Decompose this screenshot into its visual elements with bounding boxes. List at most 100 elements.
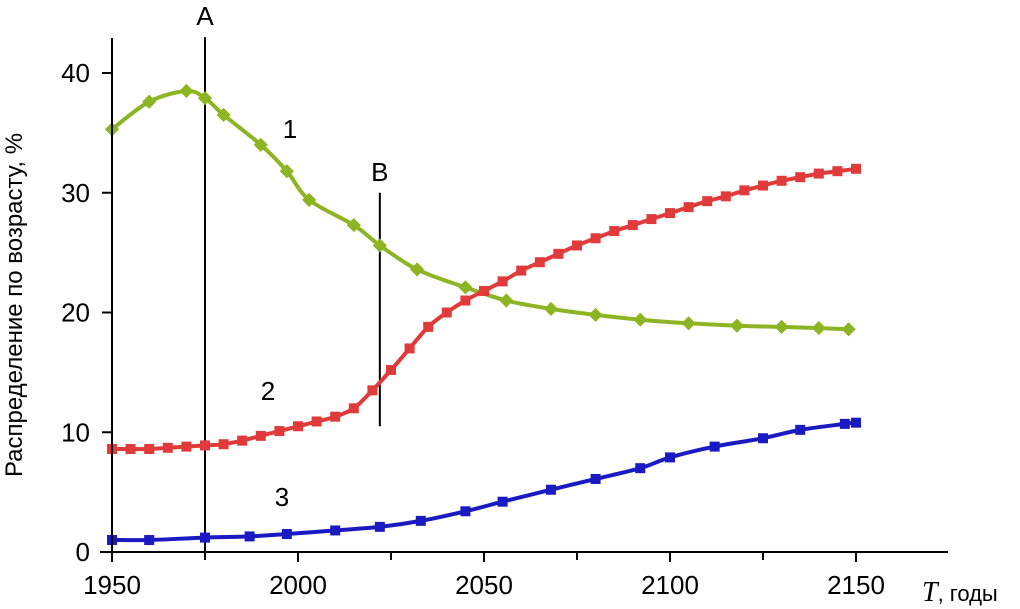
series-1 xyxy=(104,83,856,337)
data-point xyxy=(255,430,266,441)
data-point xyxy=(479,285,489,296)
data-point xyxy=(125,444,136,455)
y-tick-label: 0 xyxy=(76,537,90,567)
data-point xyxy=(458,280,473,295)
data-point xyxy=(665,208,675,219)
data-point xyxy=(423,321,434,332)
data-point xyxy=(386,364,396,375)
data-point xyxy=(545,484,556,495)
data-point xyxy=(543,301,559,316)
data-point xyxy=(709,441,720,452)
series-line xyxy=(110,166,858,452)
data-point xyxy=(729,318,745,333)
data-point xyxy=(646,214,657,225)
data-point xyxy=(683,202,694,213)
data-point xyxy=(534,257,545,268)
data-point xyxy=(346,218,361,233)
data-point xyxy=(681,316,696,331)
data-point xyxy=(330,525,341,536)
data-point xyxy=(409,262,425,277)
data-point xyxy=(795,172,806,183)
data-point xyxy=(372,238,387,253)
reference-label-a: A xyxy=(196,1,214,31)
data-point xyxy=(274,426,285,437)
reference-label-b: B xyxy=(371,157,388,187)
data-point xyxy=(144,535,155,546)
data-point xyxy=(516,265,527,276)
series-2 xyxy=(107,163,861,455)
data-point xyxy=(720,191,731,202)
y-axis-title: Распределение по возрасту, % xyxy=(1,133,28,477)
data-point xyxy=(460,506,471,517)
data-point xyxy=(627,220,638,231)
data-point xyxy=(588,307,603,322)
data-point xyxy=(200,532,210,543)
data-point xyxy=(244,531,255,542)
data-point xyxy=(374,521,385,532)
data-point xyxy=(460,295,471,306)
y-tick-label: 30 xyxy=(61,178,90,208)
y-tick-label: 10 xyxy=(61,417,90,447)
y-tick-label: 40 xyxy=(61,58,90,88)
axes xyxy=(100,38,948,553)
data-point xyxy=(218,439,229,450)
data-point xyxy=(302,192,317,208)
x-tick-label: 1950 xyxy=(83,570,141,600)
plot-series xyxy=(104,83,861,546)
data-point xyxy=(497,496,508,507)
x-tick-label: 2000 xyxy=(269,570,327,600)
data-point xyxy=(811,320,826,336)
data-point xyxy=(839,418,850,429)
data-point xyxy=(633,312,648,327)
data-point xyxy=(739,185,750,196)
data-point xyxy=(832,166,843,177)
data-point xyxy=(609,226,620,237)
data-point xyxy=(774,319,789,334)
series-label-1: 1 xyxy=(283,114,297,144)
x-tick-label: 2100 xyxy=(641,570,699,600)
data-point xyxy=(162,442,173,453)
data-point xyxy=(279,164,294,179)
x-axis-symbol: T xyxy=(922,577,940,608)
data-point xyxy=(590,473,601,484)
data-point xyxy=(590,233,601,244)
annotations: A B 1 2 3 xyxy=(196,1,388,512)
reference-lines xyxy=(204,37,381,552)
data-point xyxy=(281,529,292,540)
data-point xyxy=(415,515,426,526)
data-point xyxy=(330,411,341,422)
data-point xyxy=(441,307,452,318)
data-point xyxy=(758,180,768,191)
y-tick-label: 20 xyxy=(61,298,90,328)
series-label-2: 2 xyxy=(261,376,275,406)
data-point xyxy=(144,444,155,455)
data-point xyxy=(813,168,824,179)
data-point xyxy=(665,452,675,463)
data-point xyxy=(497,276,508,287)
data-point xyxy=(635,463,646,474)
data-point xyxy=(181,441,192,452)
data-point xyxy=(367,385,378,396)
data-point xyxy=(311,416,322,427)
data-point xyxy=(179,83,194,99)
data-point xyxy=(348,403,359,414)
data-point xyxy=(702,196,713,207)
x-axis-title: T, годы xyxy=(922,577,998,608)
data-point xyxy=(758,433,768,444)
data-point xyxy=(776,175,787,186)
data-point xyxy=(851,163,861,174)
x-tick-label: 2050 xyxy=(455,570,513,600)
series-3 xyxy=(107,417,861,546)
data-point xyxy=(200,440,210,451)
data-point xyxy=(795,424,806,435)
data-point xyxy=(293,421,303,432)
series-label-3: 3 xyxy=(275,482,289,512)
data-point xyxy=(572,240,582,251)
data-point xyxy=(841,322,856,337)
data-point xyxy=(404,343,415,354)
data-point xyxy=(553,248,564,259)
x-tick-label: 2150 xyxy=(827,570,885,600)
tick-layer: 0 10 20 30 40 1950 2000 2050 2100 2150 xyxy=(61,58,885,600)
x-axis-unit: , годы xyxy=(938,581,998,606)
